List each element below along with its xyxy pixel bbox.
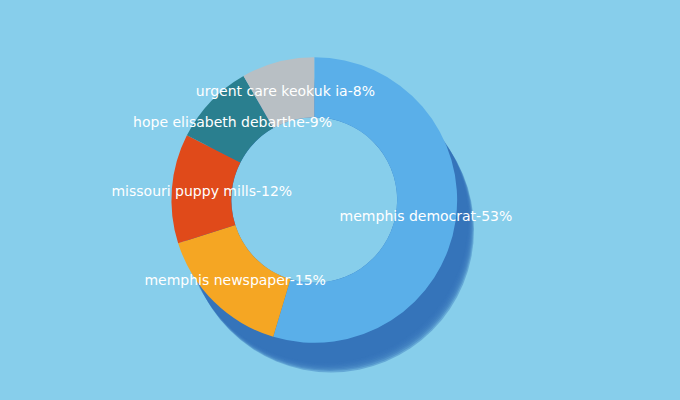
data-label: memphis newspaper-15%	[144, 272, 326, 288]
chart: memphis democrat-53% memphis newspaper-15…	[0, 0, 680, 400]
background	[0, 0, 680, 400]
data-label: missouri puppy mills-12%	[111, 183, 292, 199]
data-label: memphis democrat-53%	[340, 208, 513, 224]
hole	[231, 117, 397, 283]
slices	[171, 57, 457, 343]
data-label: hope elisabeth debarthe-9%	[133, 114, 332, 130]
data-label: urgent care keokuk ia-8%	[196, 83, 375, 99]
data-labels: memphis democrat-53% memphis newspaper-15…	[111, 83, 512, 289]
